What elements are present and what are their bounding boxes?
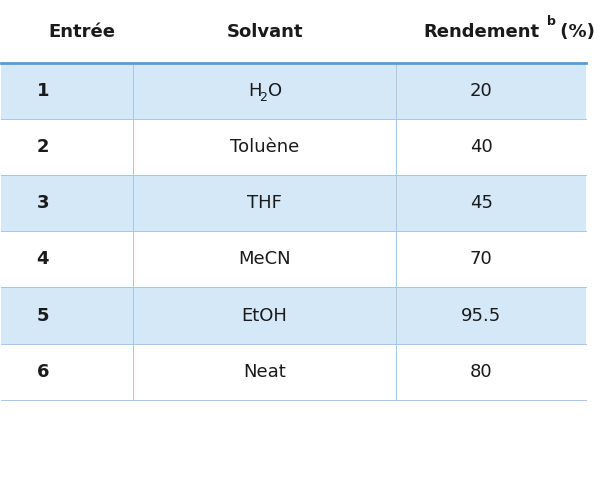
Text: 3: 3 [37,195,49,212]
Text: 70: 70 [470,250,493,269]
Text: 2: 2 [37,138,49,156]
Text: 40: 40 [470,138,493,156]
Text: 20: 20 [470,82,493,100]
FancyBboxPatch shape [1,119,587,175]
Text: MeCN: MeCN [238,250,291,269]
Text: THF: THF [247,195,282,212]
Text: Rendement: Rendement [423,23,539,41]
Text: 80: 80 [470,363,493,380]
Text: b: b [547,15,555,28]
Text: H: H [248,82,262,100]
Text: 95.5: 95.5 [461,306,501,325]
FancyBboxPatch shape [1,231,587,287]
Text: EtOH: EtOH [242,306,288,325]
Text: 4: 4 [37,250,49,269]
Text: Solvant: Solvant [226,23,303,41]
Text: 2: 2 [259,91,267,104]
Text: Toluène: Toluène [230,138,299,156]
Text: Entrée: Entrée [48,23,115,41]
Text: (%): (%) [554,23,595,41]
Text: 5: 5 [37,306,49,325]
Text: Neat: Neat [243,363,286,380]
Text: 1: 1 [37,82,49,100]
Text: 6: 6 [37,363,49,380]
FancyBboxPatch shape [1,63,587,119]
FancyBboxPatch shape [1,344,587,400]
Text: O: O [268,82,282,100]
FancyBboxPatch shape [1,1,587,63]
Text: 45: 45 [470,195,493,212]
FancyBboxPatch shape [1,287,587,344]
FancyBboxPatch shape [1,175,587,231]
